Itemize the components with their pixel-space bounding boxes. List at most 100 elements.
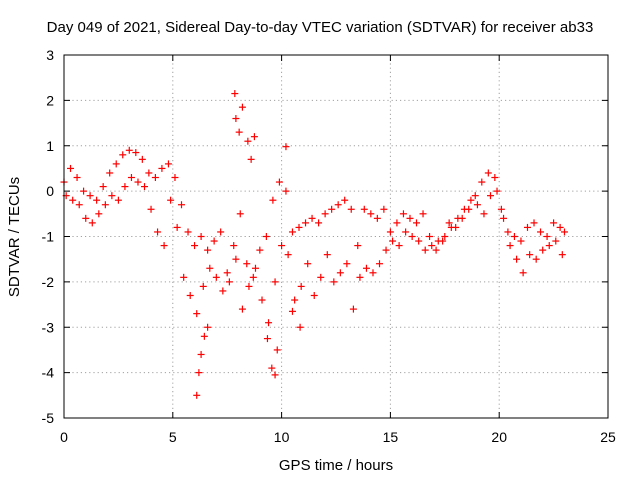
data-point bbox=[428, 242, 436, 250]
data-point bbox=[265, 319, 273, 327]
data-point bbox=[160, 242, 168, 250]
data-point bbox=[519, 269, 527, 277]
data-point bbox=[545, 242, 553, 250]
data-point-layer bbox=[60, 90, 568, 399]
data-point bbox=[231, 90, 239, 98]
data-point bbox=[517, 237, 525, 245]
data-point bbox=[250, 133, 258, 141]
data-point bbox=[484, 169, 492, 177]
data-point bbox=[184, 228, 192, 236]
data-point bbox=[67, 164, 75, 172]
data-point bbox=[167, 196, 175, 204]
x-tick-label: 10 bbox=[274, 429, 290, 445]
data-point bbox=[382, 246, 390, 254]
y-tick-label: -4 bbox=[42, 365, 55, 381]
data-point bbox=[426, 233, 434, 240]
data-point bbox=[238, 305, 246, 313]
data-point bbox=[127, 174, 135, 182]
data-point bbox=[386, 228, 394, 236]
data-point bbox=[238, 103, 246, 111]
data-point bbox=[389, 237, 397, 245]
data-point bbox=[510, 233, 518, 240]
data-point bbox=[434, 237, 442, 245]
data-point bbox=[180, 273, 188, 281]
data-point bbox=[193, 391, 201, 399]
data-point bbox=[244, 137, 252, 145]
data-point bbox=[432, 246, 440, 254]
data-point bbox=[200, 332, 208, 340]
data-point bbox=[88, 219, 96, 227]
x-tick-label: 5 bbox=[169, 429, 177, 445]
data-point bbox=[500, 214, 508, 222]
data-point bbox=[297, 282, 305, 290]
data-point bbox=[212, 273, 220, 281]
data-point bbox=[288, 228, 296, 236]
data-point bbox=[354, 242, 362, 250]
data-point bbox=[497, 205, 505, 213]
data-point bbox=[552, 237, 560, 245]
data-point bbox=[147, 205, 155, 213]
data-point bbox=[328, 205, 336, 213]
data-point bbox=[537, 228, 545, 236]
data-point bbox=[256, 246, 264, 254]
data-point bbox=[223, 269, 231, 277]
data-point bbox=[245, 282, 253, 290]
data-point bbox=[304, 260, 312, 268]
data-point bbox=[360, 205, 368, 213]
data-point bbox=[99, 183, 107, 191]
data-point bbox=[269, 196, 277, 204]
y-tick-label: 3 bbox=[46, 47, 54, 63]
data-point bbox=[296, 323, 304, 331]
data-point bbox=[343, 260, 351, 268]
data-point bbox=[399, 210, 407, 218]
data-point bbox=[530, 219, 538, 227]
data-point bbox=[373, 214, 381, 222]
plot-frame bbox=[63, 54, 609, 419]
data-point bbox=[232, 255, 240, 263]
data-point bbox=[295, 223, 303, 231]
data-point bbox=[513, 255, 521, 263]
data-point bbox=[75, 201, 83, 209]
data-point bbox=[315, 219, 323, 227]
data-point bbox=[467, 196, 475, 204]
data-point bbox=[206, 264, 214, 272]
data-point bbox=[486, 192, 494, 200]
data-point bbox=[349, 305, 357, 313]
data-point bbox=[258, 296, 266, 304]
x-tick-label: 0 bbox=[60, 429, 68, 445]
data-point bbox=[217, 228, 225, 236]
data-point bbox=[493, 187, 501, 195]
data-point bbox=[235, 128, 243, 136]
data-point bbox=[478, 178, 486, 186]
data-point bbox=[230, 242, 238, 250]
data-point bbox=[191, 242, 199, 250]
data-point bbox=[193, 310, 201, 318]
data-point bbox=[145, 169, 153, 177]
data-point bbox=[138, 155, 146, 163]
data-point bbox=[341, 196, 349, 204]
data-point bbox=[284, 251, 292, 259]
data-point bbox=[121, 183, 129, 191]
data-point bbox=[393, 219, 401, 227]
data-point bbox=[268, 364, 276, 372]
y-tick-label: -1 bbox=[42, 229, 55, 245]
data-point bbox=[362, 264, 370, 272]
data-point bbox=[236, 210, 244, 218]
data-point bbox=[154, 228, 162, 236]
data-point bbox=[317, 273, 325, 281]
data-point bbox=[112, 160, 120, 168]
data-point bbox=[263, 335, 271, 343]
data-point bbox=[271, 278, 279, 286]
data-point bbox=[114, 196, 122, 204]
data-point bbox=[101, 201, 109, 209]
data-point bbox=[402, 228, 410, 236]
data-point bbox=[539, 246, 547, 254]
data-point bbox=[367, 210, 375, 218]
data-point bbox=[73, 174, 81, 182]
data-point bbox=[219, 287, 227, 295]
data-point bbox=[302, 219, 310, 227]
data-point bbox=[471, 192, 479, 200]
data-point bbox=[380, 205, 388, 213]
data-point bbox=[178, 201, 186, 209]
